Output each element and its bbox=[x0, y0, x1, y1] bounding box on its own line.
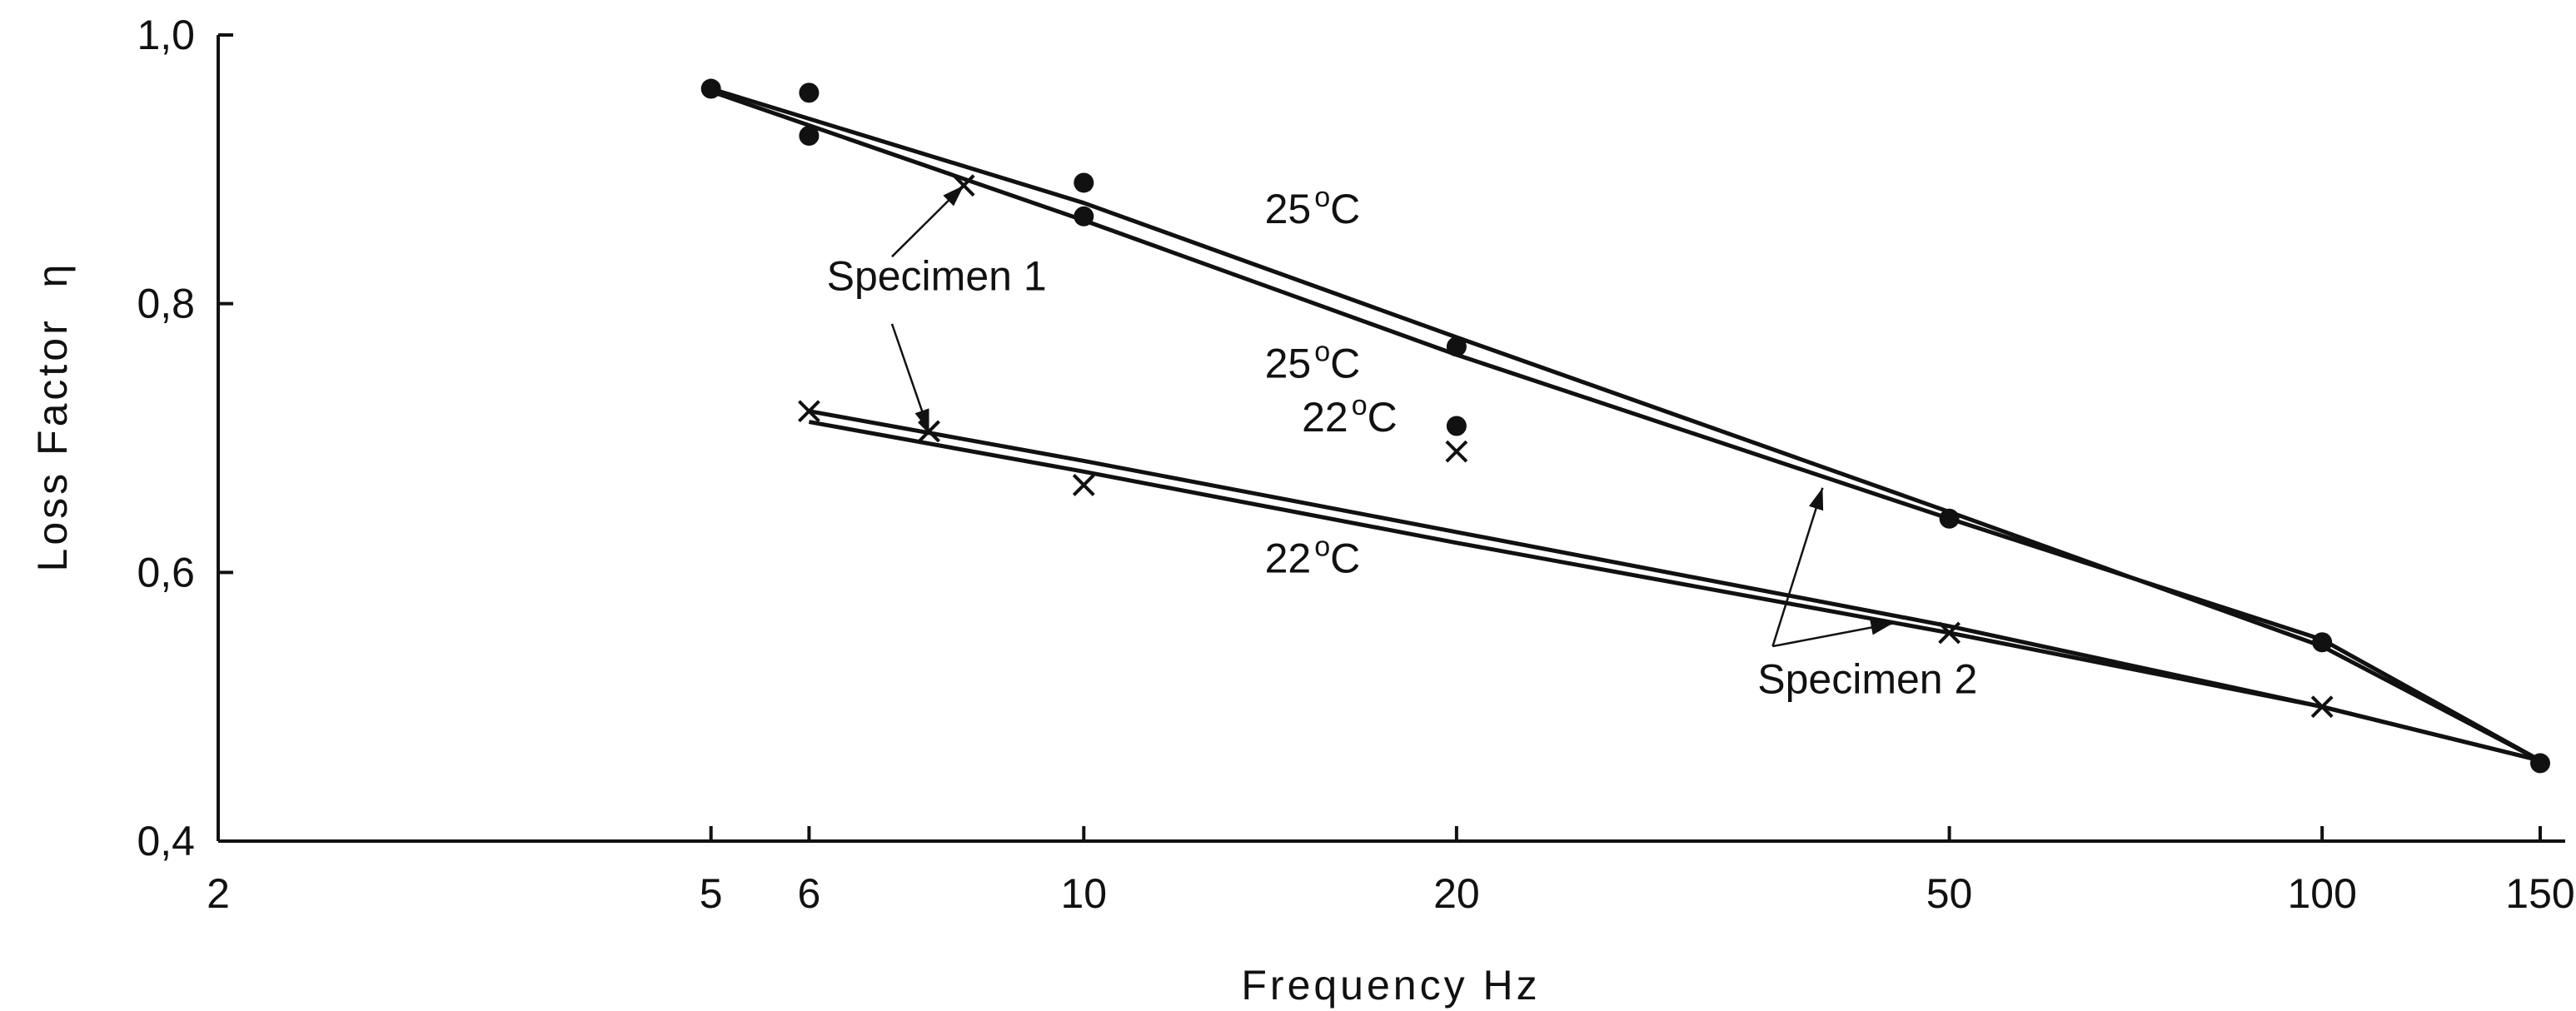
axes bbox=[217, 35, 2565, 843]
series-line-2 bbox=[808, 409, 2541, 763]
specimen-1-arrow-lower-head bbox=[914, 408, 929, 431]
annotation-specimen-2: Specimen 2 bbox=[1757, 656, 1977, 703]
data-point-dot-7 bbox=[1446, 416, 1467, 436]
annotation-t22-upper: 22 oC bbox=[1302, 390, 1398, 441]
annotation-t25-lower: 25 oC bbox=[1265, 336, 1361, 386]
data-point-dot-4 bbox=[1074, 172, 1094, 193]
y-axis-symbol: η bbox=[29, 261, 76, 288]
x-tick-label-2: 6 bbox=[798, 870, 821, 917]
y-tick-label-3: 1,0 bbox=[137, 12, 195, 58]
annotation-t22-lower: 22 oC bbox=[1265, 530, 1361, 581]
data-point-x-14 bbox=[1445, 440, 1468, 463]
x-tick-label-4: 20 bbox=[1433, 870, 1480, 917]
annotation-specimen-1: Specimen 1 bbox=[827, 253, 1047, 300]
data-point-dot-6 bbox=[1446, 336, 1467, 357]
data-point-x-15 bbox=[1938, 621, 1961, 645]
y-tick-label-0: 0,4 bbox=[137, 818, 195, 864]
data-point-x-12 bbox=[918, 420, 940, 443]
data-point-dot-2 bbox=[799, 126, 820, 146]
series-line-0 bbox=[710, 87, 2542, 763]
data-point-dot-9 bbox=[2312, 632, 2333, 653]
annotation-t25-upper: 25 oC bbox=[1265, 182, 1361, 232]
y-tick-label-1: 0,6 bbox=[137, 549, 195, 595]
svg-text:Loss Factor η: Loss Factor η bbox=[29, 261, 76, 572]
data-point-dot-5 bbox=[1074, 206, 1094, 227]
data-point-x-16 bbox=[2310, 695, 2334, 719]
tick-marks: 2 5 6 10 20 50 100 150 0,4 0,6 0,8 1,0 bbox=[137, 12, 2574, 917]
x-axis-title: Frequency Hz bbox=[1241, 962, 1540, 1009]
x-tick-label-5: 50 bbox=[1926, 870, 1973, 917]
curves bbox=[710, 87, 2542, 763]
x-tick-label-3: 10 bbox=[1060, 870, 1107, 917]
data-point-dot-10 bbox=[2530, 753, 2550, 774]
data-point-dot-8 bbox=[1939, 508, 1960, 529]
data-point-dot-1 bbox=[799, 82, 820, 103]
x-tick-label-1: 5 bbox=[700, 870, 723, 917]
y-tick-label-2: 0,8 bbox=[137, 281, 195, 327]
data-point-x-11 bbox=[798, 400, 820, 423]
data-point-dot-0 bbox=[700, 78, 721, 99]
y-axis-label: Loss Factor bbox=[29, 317, 76, 571]
data-point-x-13 bbox=[1072, 474, 1095, 496]
specimen-2-arrow-upper-head bbox=[1808, 487, 1824, 511]
data-points bbox=[700, 78, 2550, 774]
series-line-1 bbox=[710, 89, 2542, 763]
x-tick-label-0: 2 bbox=[207, 870, 230, 917]
specimen-1-arrow-upper-head bbox=[943, 185, 964, 207]
x-tick-label-6: 100 bbox=[2287, 870, 2356, 917]
y-axis-title: Loss Factor η bbox=[29, 261, 76, 572]
annotation-leaders bbox=[890, 184, 1893, 648]
specimen-2-arrow-lower-head bbox=[1870, 620, 1893, 635]
x-tick-label-7: 150 bbox=[2505, 870, 2574, 917]
series-line-3 bbox=[808, 420, 2541, 763]
specimen-2-arrow-upper-line bbox=[1771, 487, 1824, 647]
